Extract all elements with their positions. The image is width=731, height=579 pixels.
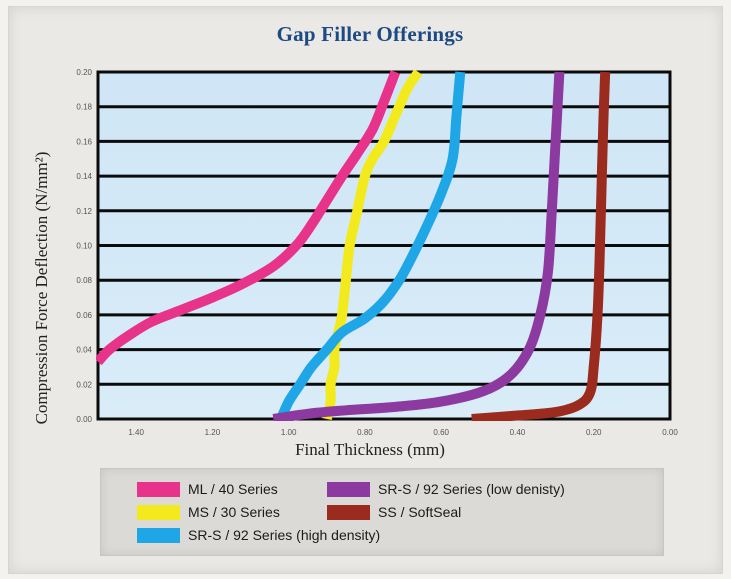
x-tick-label: 0.60: [433, 428, 449, 437]
chart-title: Gap Filler Offerings: [276, 22, 464, 46]
legend-swatch: [327, 481, 370, 497]
legend: ML / 40 Series SR-S / 92 Series (low den…: [100, 468, 664, 556]
x-tick-label: 0.20: [586, 428, 602, 437]
series-line-ml40: [96, 70, 401, 366]
x-tick-label: 0.80: [357, 428, 373, 437]
y-tick-label: 0.08: [76, 276, 92, 285]
y-tick-label: 0.10: [76, 242, 92, 251]
legend-label: SS / SoftSeal: [378, 504, 462, 520]
legend-label: MS / 30 Series: [188, 504, 280, 520]
legend-item-srs92-high: SR-S / 92 Series (high density): [137, 527, 380, 543]
x-tick-label: 0.00: [662, 428, 678, 437]
x-tick-label: 1.40: [128, 428, 144, 437]
legend-item-ss-softseal: SS / SoftSeal: [327, 504, 461, 520]
x-tick-label: 1.00: [281, 428, 297, 437]
x-tick-label: 1.20: [205, 428, 221, 437]
legend-swatch: [137, 527, 180, 543]
y-tick-label: 0.14: [76, 172, 92, 181]
y-tick-label: 0.12: [76, 207, 92, 216]
y-axis-label: Compression Force Deflection (N/mm²): [32, 151, 51, 425]
legend-swatch: [137, 481, 180, 497]
x-axis-label: Final Thickness (mm): [295, 440, 445, 459]
legend-swatch: [327, 504, 370, 520]
legend-label: SR-S / 92 Series (low denisty): [378, 481, 565, 497]
y-tick-label: 0.06: [76, 311, 92, 320]
y-tick-label: 0.16: [76, 137, 92, 146]
y-tick-label: 0.20: [76, 68, 92, 77]
series-line-ss-softseal: [471, 71, 611, 421]
series-line-srs92-low: [272, 71, 565, 421]
legend-item-ms30: MS / 30 Series: [137, 504, 280, 520]
legend-item-srs92-low: SR-S / 92 Series (low denisty): [327, 481, 565, 497]
y-tick-label: 0.18: [76, 103, 92, 112]
legend-label: SR-S / 92 Series (high density): [188, 527, 381, 543]
x-tick-label: 0.40: [510, 428, 526, 437]
y-tick-label: 0.00: [76, 415, 92, 424]
series-line-ms30: [321, 70, 423, 421]
y-tick-label: 0.04: [76, 346, 92, 355]
legend-item-ml40: ML / 40 Series: [137, 481, 278, 497]
legend-swatch: [137, 504, 180, 520]
y-tick-label: 0.02: [76, 380, 92, 389]
plot-frame: [96, 70, 672, 421]
legend-label: ML / 40 Series: [188, 481, 278, 497]
series-line-srs92-high: [276, 71, 466, 421]
